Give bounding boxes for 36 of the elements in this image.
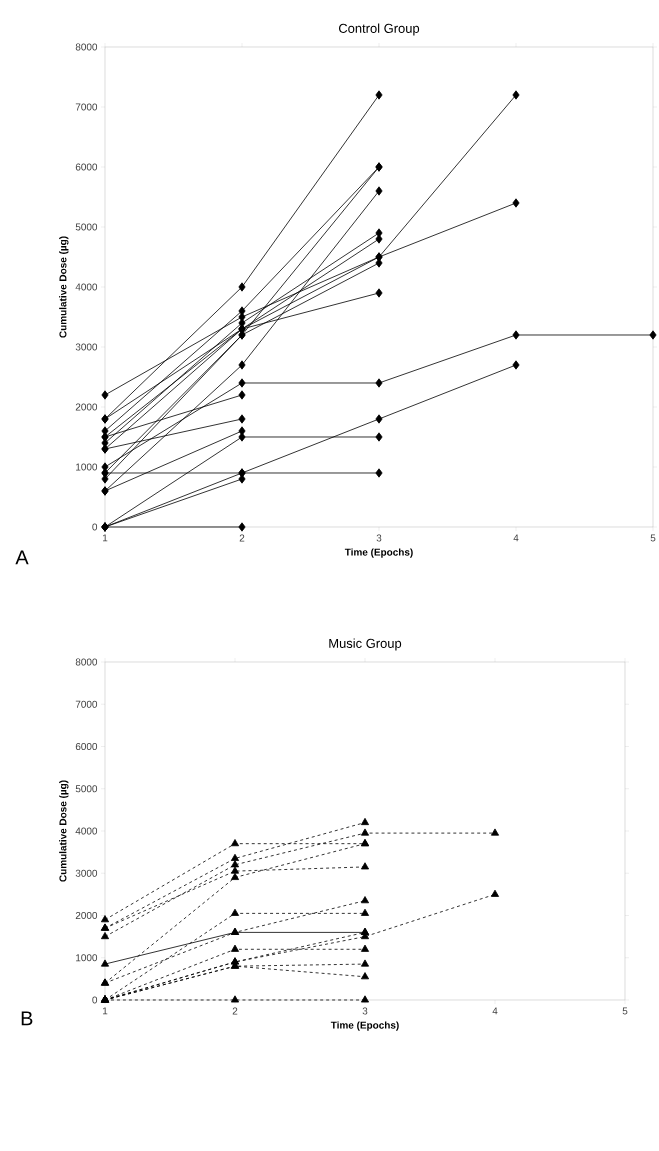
- x-axis-title: Time (Epochs): [330, 1021, 399, 1031]
- y-tick-label: 1000: [76, 463, 98, 471]
- y-tick-label: 5000: [75, 223, 98, 231]
- x-tick-label: 5: [622, 1007, 628, 1015]
- x-tick-label: 3: [362, 1007, 368, 1015]
- y-tick-label: 3000: [75, 869, 98, 877]
- y-tick-label: 5000: [75, 785, 98, 793]
- y-tick-label: 1000: [76, 954, 98, 962]
- y-tick-label: 8000: [75, 658, 98, 666]
- x-tick-label: 3: [376, 534, 382, 542]
- y-axis-title: Cumulative Dose (µg): [59, 780, 69, 882]
- text: B: [21, 1011, 33, 1026]
- x-tick-label: 4: [492, 1007, 498, 1015]
- y-tick-label: 2000: [75, 911, 98, 920]
- chart-title: Music Group: [329, 638, 402, 651]
- y-tick-label: 6000: [75, 742, 98, 751]
- y-tick-label: 4000: [75, 283, 98, 291]
- y-axis-title: Cumulative Dose (µg): [59, 236, 69, 338]
- y-tick-label: 0: [92, 996, 98, 1004]
- x-tick-label: 1: [102, 534, 108, 542]
- x-axis-title: Time (Epochs): [344, 548, 413, 558]
- x-tick-label: 5: [650, 534, 656, 542]
- chart-title: Control Group: [338, 23, 420, 36]
- text: A: [15, 550, 29, 565]
- x-tick-label: 4: [513, 534, 519, 542]
- y-tick-label: 8000: [75, 43, 98, 51]
- x-tick-label: 2: [232, 1007, 238, 1015]
- x-tick-label: 2: [239, 534, 245, 542]
- y-tick-label: 4000: [75, 827, 98, 835]
- y-tick-label: 7000: [75, 700, 98, 708]
- y-tick-label: 2000: [75, 403, 98, 411]
- y-tick-label: 6000: [75, 163, 98, 171]
- y-tick-label: 7000: [75, 103, 98, 111]
- y-tick-label: 0: [92, 523, 98, 531]
- y-tick-label: 3000: [75, 343, 98, 351]
- x-tick-label: 1: [102, 1007, 108, 1015]
